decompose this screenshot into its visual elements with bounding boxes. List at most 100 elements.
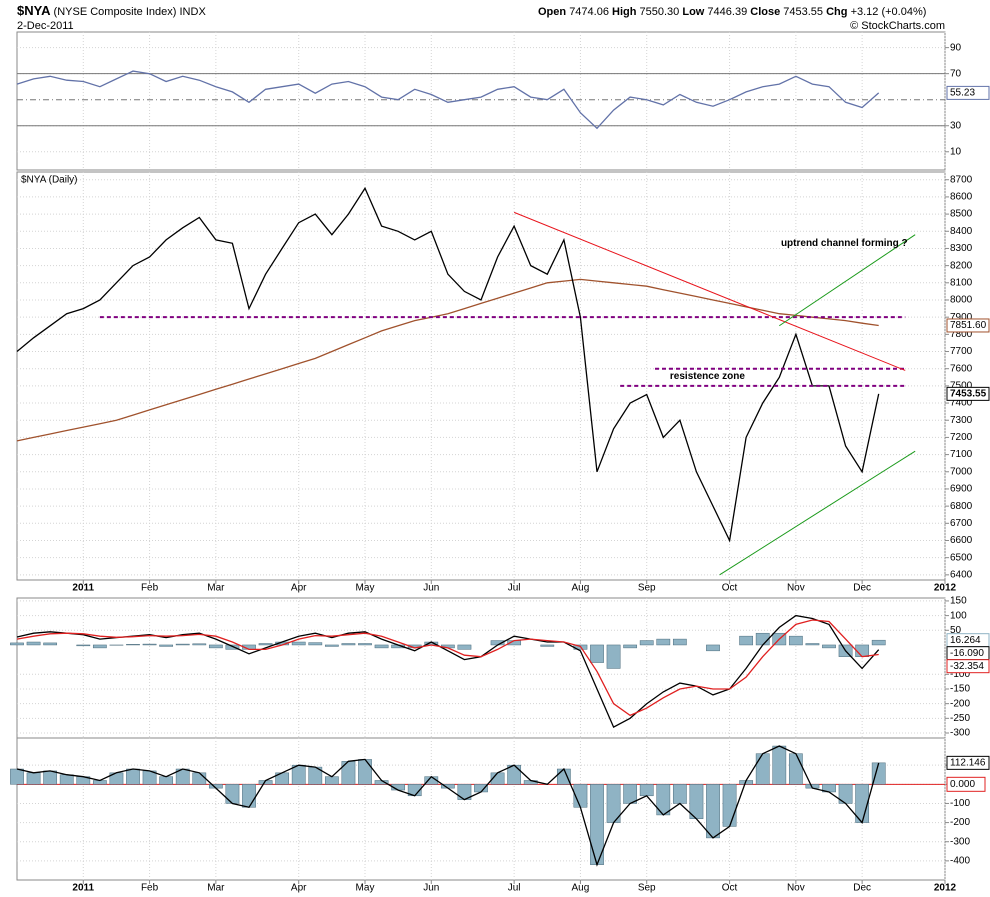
histogram-bar [672, 784, 687, 804]
trendline [779, 234, 916, 327]
histogram-bar [76, 644, 91, 647]
quote-value: 7550.30 [640, 6, 680, 18]
x-tick-label: Dec [853, 883, 871, 894]
histogram-bar [291, 641, 306, 646]
y-tick-label: 8600 [950, 192, 973, 203]
y-tick-label: -150 [950, 684, 970, 695]
y-tick-label: 8000 [950, 295, 973, 306]
histogram-bar [689, 784, 704, 820]
x-tick-label: 2011 [72, 583, 94, 594]
y-tick-label: 8300 [950, 243, 973, 254]
histogram-bar [159, 644, 174, 647]
x-tick-label: Apr [291, 883, 307, 894]
x-tick-label: Jun [423, 583, 439, 594]
annotation: resistence zone [670, 371, 745, 382]
trendline [719, 450, 916, 576]
x-tick-label: Mar [207, 583, 225, 594]
last-value-box [946, 386, 990, 401]
histogram-bar [92, 644, 107, 649]
histogram-bar [358, 759, 372, 785]
histogram-bar [10, 642, 24, 646]
y-tick-label: -100 [950, 798, 970, 809]
quote-value: 7474.06 [569, 6, 609, 18]
index-name: (NYSE Composite Index) [54, 6, 177, 18]
last-value-label: 16.264 [950, 635, 981, 646]
y-tick-label: 7200 [950, 432, 973, 443]
histogram-bar [706, 644, 720, 652]
credit: © StockCharts.com [850, 20, 945, 32]
x-tick-label: Jun [423, 883, 439, 894]
histogram-bar [788, 753, 803, 785]
x-tick-label: Aug [572, 883, 590, 894]
histogram-bar [324, 644, 339, 647]
last-value-box [946, 659, 990, 674]
last-value-label: -32.354 [950, 661, 984, 672]
y-tick-label: -100 [950, 669, 970, 680]
histogram-bar [225, 784, 240, 804]
y-tick-label: 30 [950, 120, 962, 131]
last-value-box [946, 755, 990, 770]
histogram-bar [324, 776, 339, 785]
histogram-bar [606, 644, 621, 669]
x-tick-label: Apr [291, 583, 307, 594]
histogram-bar [722, 784, 737, 827]
histogram-bar [672, 638, 687, 646]
histogram-bar [26, 641, 41, 646]
quote-label: High [612, 6, 637, 18]
y-tick-label: 10 [950, 146, 962, 157]
histogram-bar [623, 644, 638, 649]
x-tick-label: Dec [853, 583, 871, 594]
last-value-label: 112.146 [950, 757, 986, 768]
histogram-bar [788, 635, 803, 646]
last-value-box [946, 85, 990, 100]
histogram-bar [358, 643, 372, 646]
histogram-bar [192, 772, 207, 785]
histogram-bar [590, 644, 604, 663]
histogram-bar [374, 644, 389, 649]
x-tick-label: 2012 [934, 583, 957, 594]
histogram-bar [474, 784, 488, 793]
y-tick-label: 6700 [950, 518, 973, 529]
series-line [16, 186, 880, 543]
y-tick-label: 7100 [950, 449, 973, 460]
histogram-bar [126, 644, 140, 646]
y-tick-label: -250 [950, 713, 970, 724]
histogram-bar [59, 774, 74, 785]
y-tick-label: -200 [950, 698, 970, 709]
quote-label: Low [682, 6, 704, 18]
histogram-bar [556, 768, 571, 785]
x-tick-label: Jul [508, 883, 521, 894]
x-tick-label: May [356, 583, 375, 594]
histogram-bar [242, 784, 256, 808]
last-value-label: 7453.55 [950, 388, 987, 399]
x-tick-label: Nov [787, 883, 805, 894]
y-tick-label: 6400 [950, 569, 973, 580]
series-line [16, 619, 879, 717]
exchange: INDX [180, 6, 207, 18]
histogram-bar [805, 643, 820, 646]
histogram-bar [507, 764, 522, 785]
histogram-bar [291, 764, 306, 785]
histogram-bar [208, 644, 223, 649]
trendline [513, 211, 906, 371]
last-value-box [946, 318, 990, 333]
y-tick-label: 8700 [950, 174, 973, 185]
x-tick-label: 2012 [934, 883, 957, 894]
histogram-bar [258, 643, 273, 646]
histogram-bar [142, 643, 157, 646]
y-tick-label: 7500 [950, 381, 973, 392]
histogram-bar [43, 642, 58, 646]
x-tick-label: May [356, 883, 375, 894]
last-value-label: 7851.60 [950, 320, 987, 331]
panel [16, 597, 946, 739]
y-tick-label: -300 [950, 836, 970, 847]
symbol: $NYA [17, 3, 51, 18]
annotation: uptrend channel forming ? [781, 238, 908, 249]
y-tick-label: 6900 [950, 484, 973, 495]
y-tick-box [946, 776, 986, 792]
y-tick-label: 7600 [950, 363, 973, 374]
y-tick-label: 150 [950, 596, 967, 607]
y-tick-label: 7800 [950, 329, 973, 340]
y-tick-label: 7400 [950, 398, 973, 409]
series-line [16, 70, 880, 130]
